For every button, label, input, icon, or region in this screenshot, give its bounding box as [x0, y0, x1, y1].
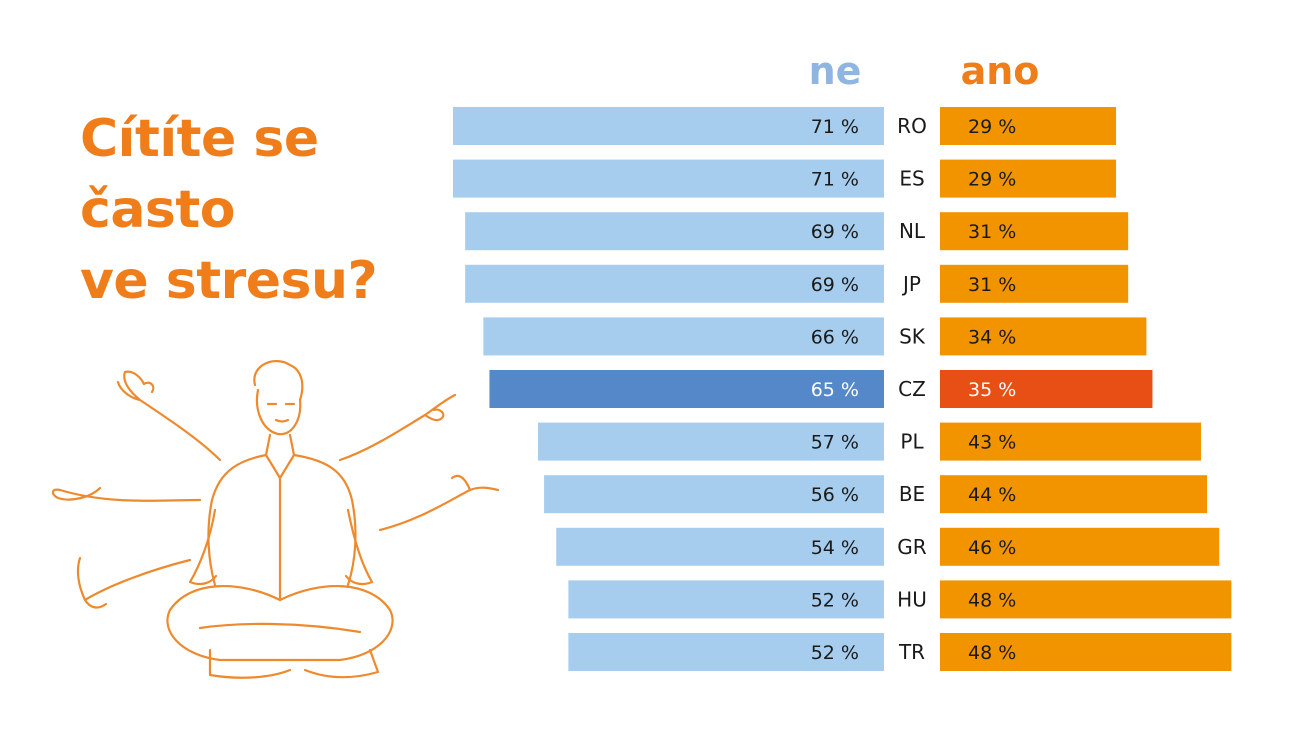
- country-label-sk: SK: [899, 324, 926, 348]
- bar-ne-jp: [465, 264, 884, 303]
- bar-ne-ro: [453, 107, 884, 145]
- country-label-tr: TR: [898, 640, 925, 664]
- legend-ne: ne: [809, 49, 862, 93]
- label-ano-jp: 31 %: [968, 274, 1016, 296]
- label-ne-cz: 65 %: [811, 379, 859, 401]
- label-ne-pl: 57 %: [811, 432, 859, 454]
- label-ano-nl: 31 %: [968, 221, 1016, 243]
- country-label-hu: HU: [897, 587, 927, 611]
- bar-row-ro: 71 % RO 29 %: [453, 107, 1117, 145]
- bar-ne-sk: [483, 317, 884, 356]
- bar-row-hu: 52 % HU 48 %: [568, 580, 1232, 619]
- bar-row-tr: 52 % TR 48 %: [568, 633, 1232, 671]
- label-ano-hu: 48 %: [968, 589, 1016, 611]
- chart-bars: 71 % RO 29 % 71 % ES 29 % 69 % NL 31 % 69 % JP 31 %…: [453, 107, 1232, 671]
- bar-row-gr: 54 % GR 46 %: [556, 527, 1220, 566]
- bar-ne-es: [453, 159, 884, 198]
- country-label-jp: JP: [901, 272, 921, 296]
- bar-ne-gr: [556, 527, 884, 566]
- country-label-nl: NL: [899, 219, 926, 243]
- country-label-es: ES: [899, 167, 924, 191]
- bar-ano-sk: [940, 317, 1147, 356]
- bar-row-be: 56 % BE 44 %: [544, 475, 1208, 514]
- bar-ano-pl: [940, 422, 1202, 461]
- label-ano-sk: 34 %: [968, 326, 1016, 348]
- label-ano-gr: 46 %: [968, 537, 1016, 559]
- bar-ano-hu: [940, 580, 1232, 619]
- label-ne-ro: 71 %: [811, 116, 859, 138]
- bar-row-cz: 65 % CZ 35 %: [489, 370, 1153, 408]
- label-ano-cz: 35 %: [968, 379, 1016, 401]
- bar-row-sk: 66 % SK 34 %: [483, 317, 1147, 356]
- country-label-cz: CZ: [898, 377, 926, 401]
- bar-ne-hu: [568, 580, 884, 619]
- bar-ano-nl: [940, 212, 1129, 251]
- label-ano-ro: 29 %: [968, 116, 1016, 138]
- country-label-gr: GR: [897, 535, 926, 559]
- bar-ano-ro: [940, 107, 1117, 145]
- label-ne-nl: 69 %: [811, 221, 859, 243]
- bar-row-nl: 69 % NL 31 %: [465, 212, 1129, 251]
- label-ano-be: 44 %: [968, 484, 1016, 506]
- bar-ne-cz: [489, 370, 884, 408]
- label-ne-es: 71 %: [811, 169, 859, 191]
- bar-row-es: 71 % ES 29 %: [453, 159, 1117, 198]
- country-label-ro: RO: [897, 114, 927, 138]
- legend-ano: ano: [961, 49, 1040, 93]
- label-ne-jp: 69 %: [811, 274, 859, 296]
- title-line-2: často: [80, 180, 235, 240]
- bar-ano-be: [940, 475, 1208, 514]
- bar-ano-cz: [940, 370, 1153, 408]
- chart-legend: ne ano: [809, 49, 1040, 93]
- meditating-person-illustration: [51, 360, 500, 679]
- title-line-1: Cítíte se: [80, 109, 319, 169]
- bar-ne-tr: [568, 633, 884, 671]
- country-label-pl: PL: [900, 430, 924, 454]
- label-ne-tr: 52 %: [811, 642, 859, 664]
- bar-ano-jp: [940, 264, 1129, 303]
- label-ano-es: 29 %: [968, 169, 1016, 191]
- chart-title: Cítíte se často ve stresu?: [80, 104, 440, 317]
- label-ne-gr: 54 %: [811, 537, 859, 559]
- bar-ne-pl: [538, 422, 884, 461]
- label-ano-tr: 48 %: [968, 642, 1016, 664]
- country-label-be: BE: [899, 482, 925, 506]
- bar-ne-nl: [465, 212, 884, 251]
- bar-ano-gr: [940, 527, 1220, 566]
- bar-row-pl: 57 % PL 43 %: [538, 422, 1202, 461]
- label-ne-hu: 52 %: [811, 589, 859, 611]
- bar-ano-es: [940, 159, 1117, 198]
- bar-ano-tr: [940, 633, 1232, 671]
- label-ano-pl: 43 %: [968, 432, 1016, 454]
- label-ne-be: 56 %: [811, 484, 859, 506]
- bar-ne-be: [544, 475, 884, 514]
- bar-row-jp: 69 % JP 31 %: [465, 264, 1129, 303]
- title-line-3: ve stresu?: [80, 251, 378, 311]
- label-ne-sk: 66 %: [811, 326, 859, 348]
